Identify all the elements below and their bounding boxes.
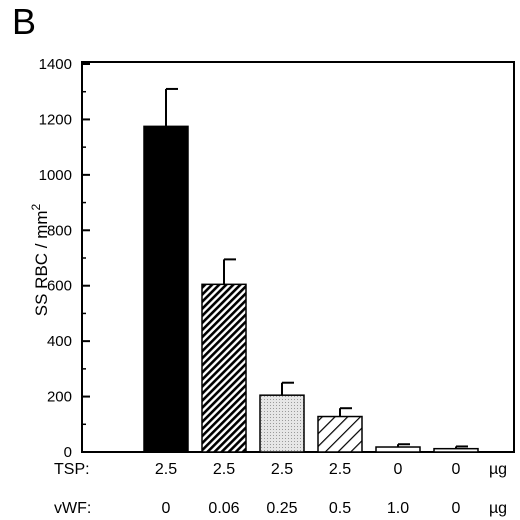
row-value: 0 (162, 500, 171, 517)
row-value: 0.06 (208, 500, 239, 517)
row-value: 2.5 (155, 461, 177, 478)
row-value: 2.5 (271, 461, 293, 478)
y-tick-label: 200 (47, 389, 72, 406)
y-tick-label: 1400 (39, 56, 72, 73)
row-unit: µg (489, 500, 507, 517)
row-value: 1.0 (387, 500, 409, 517)
bar (317, 415, 363, 453)
svg-text:SS RBC / mm2: SS RBC / mm2 (29, 203, 51, 316)
bar (375, 446, 421, 453)
row-value: 2.5 (213, 461, 235, 478)
row-value: 0 (394, 461, 403, 478)
y-tick-label: 600 (47, 278, 72, 295)
bar (143, 125, 189, 453)
bar (433, 447, 479, 453)
bar (201, 283, 247, 453)
row-unit: µg (489, 461, 507, 478)
bars (143, 87, 479, 453)
row-label: vWF: (54, 500, 91, 517)
y-axis-label-text: SS RBC / mm (32, 210, 51, 316)
bar (259, 394, 305, 453)
row-value: 0.25 (266, 500, 297, 517)
row-value: 0 (452, 461, 461, 478)
y-axis-label: SS RBC / mm2 (29, 203, 51, 316)
y-tick-label: 800 (47, 222, 72, 239)
y-tick-label: 1200 (39, 111, 72, 128)
condition-rows: TSP: 2.5 2.5 2.5 2.5 0 0 µg vWF: 0 0.06 0.25 0.5 1.0 0… (54, 461, 507, 517)
y-tick-label: 1000 (39, 167, 72, 184)
row-value: 0.5 (329, 500, 351, 517)
y-axis-label-superscript: 2 (29, 203, 43, 210)
row-label: TSP: (54, 461, 90, 478)
y-tick-label: 400 (47, 333, 72, 350)
y-tick-label: 0 (64, 444, 72, 461)
row-value: 0 (452, 500, 461, 517)
panel-label: B (12, 1, 36, 42)
row-value: 2.5 (329, 461, 351, 478)
y-axis: 0 200 400 600 800 1000 1200 1400 (39, 56, 90, 461)
